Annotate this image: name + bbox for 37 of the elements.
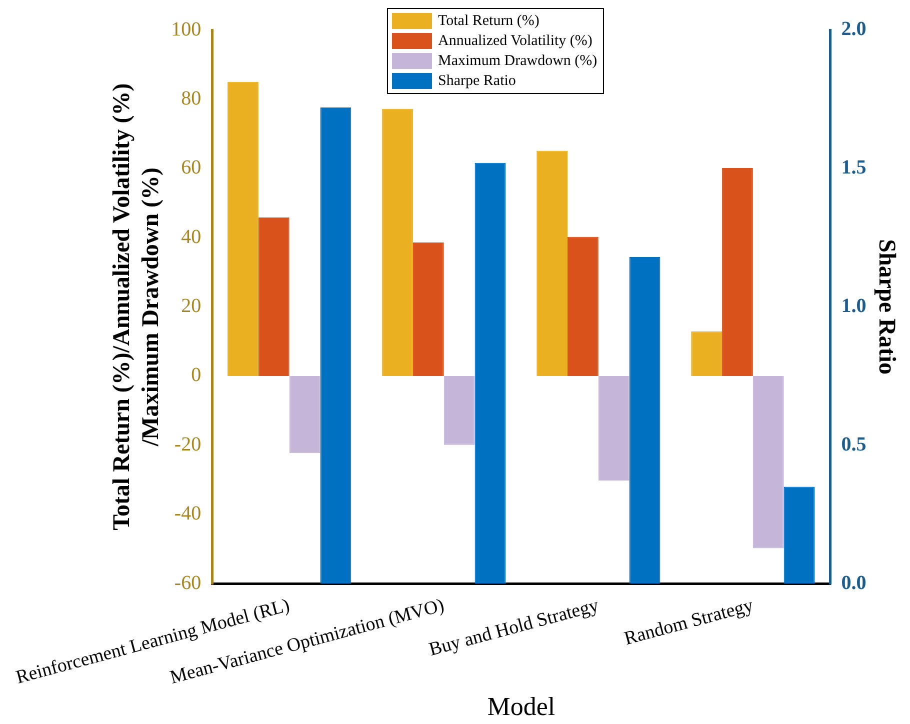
legend-label: Maximum Drawdown (%) (438, 52, 598, 71)
y2-tick-label: 1.0 (841, 294, 866, 317)
bar (474, 162, 506, 584)
y2-tick-label: 1.5 (841, 156, 866, 179)
y2-tick-label: 0.0 (841, 572, 866, 594)
legend-label: Total Return (%) (438, 12, 540, 31)
bar (444, 376, 475, 445)
bar (382, 108, 413, 376)
bar (629, 256, 660, 584)
legend-label: Sharpe Ratio (438, 72, 516, 91)
y-tick-label: 20 (181, 295, 202, 318)
y-tick-label: -40 (174, 502, 202, 525)
y-tick-label: 80 (181, 87, 202, 110)
bar (752, 376, 784, 548)
x-tick-label: Random Strategy (622, 594, 756, 650)
bar (598, 376, 630, 480)
bar (228, 82, 258, 376)
bar (691, 331, 722, 376)
bar (289, 376, 320, 454)
y-tick-label: -60 (174, 572, 202, 594)
y-tick-label: 100 (171, 18, 202, 40)
y-axis-title: Total Return (%)/Annualized Volatility (%) /Maximum Drawdown (%) (109, 83, 164, 530)
bar (536, 150, 568, 376)
legend-label: Annualized Volatility (%) (438, 32, 592, 51)
bar (412, 242, 444, 376)
bar (722, 168, 753, 376)
y-tick-label: 40 (181, 226, 202, 248)
y-tick-label: -20 (174, 433, 202, 456)
y2-axis-title: Sharpe Ratio (873, 239, 900, 374)
bar (320, 108, 352, 584)
y2-tick-label: 2.0 (841, 18, 866, 40)
bar (258, 218, 290, 376)
y2-tick-label: 0.5 (841, 433, 866, 456)
y-tick-label: 0 (191, 364, 202, 386)
y-tick-label: 60 (181, 156, 202, 179)
x-axis-title: Model (487, 692, 556, 722)
bar (568, 236, 598, 376)
